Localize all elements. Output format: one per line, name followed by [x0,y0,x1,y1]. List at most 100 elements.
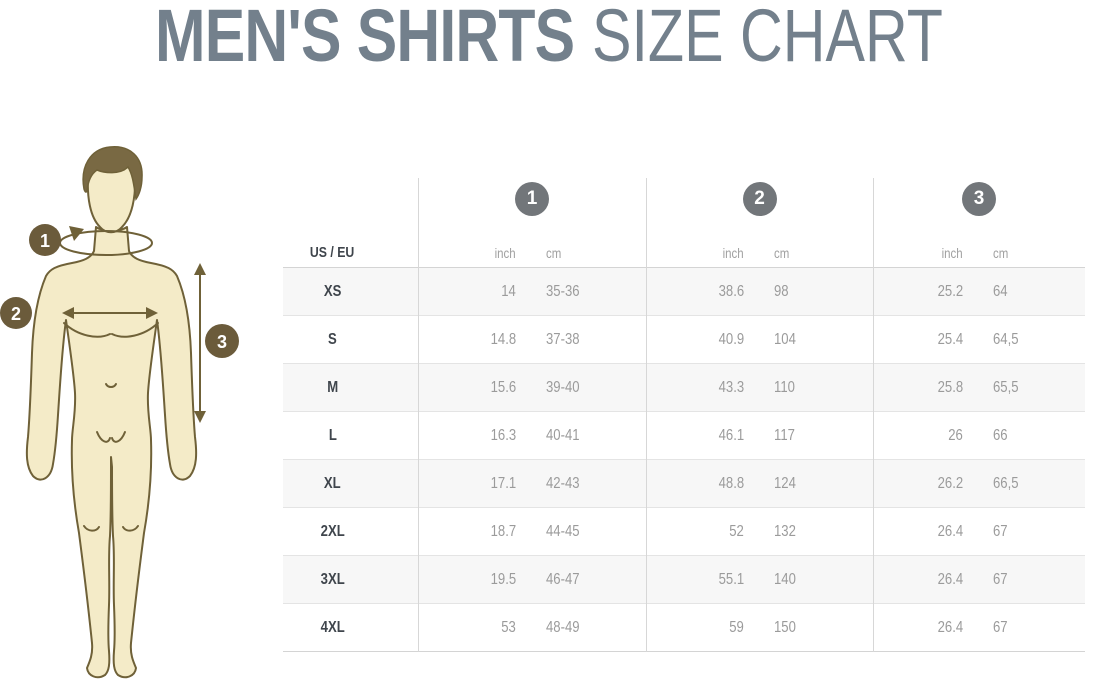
value-XS-inch-3: 25.2 [873,268,979,316]
measure-1-number: 1 [526,188,538,209]
value-4XL-cm-1: 48-49 [532,604,646,652]
value-2XL-cm-3: 67 [979,508,1085,556]
value-3XL-inch-2: 55.1 [646,556,760,604]
value-4XL-inch-2: 59 [646,604,760,652]
value-L-cm-1: 40-41 [532,412,646,460]
measure-group-3-header: 3 [873,178,1085,238]
group-3-inch-header: inch [873,238,979,268]
size-label-4XL: 4XL [283,604,418,652]
value-S-cm-1: 37-38 [532,316,646,364]
pelvis-lines [96,431,126,443]
value-M-inch-2: 43.3 [646,364,760,412]
value-2XL-cm-1: 44-45 [532,508,646,556]
value-M-cm-2: 110 [760,364,873,412]
size-label-S: S [283,316,418,364]
size-label-XS: XS [283,268,418,316]
value-XS-cm-2: 98 [760,268,873,316]
measure-3-badge: 3 [962,182,996,216]
value-S-inch-3: 25.4 [873,316,979,364]
value-L-inch-3: 26 [873,412,979,460]
value-2XL-inch-3: 26.4 [873,508,979,556]
marker-2-badge: 2 [0,297,32,329]
size-label-M: M [283,364,418,412]
table-divider-2 [646,178,647,652]
marker-1-label: 1 [40,231,50,251]
body-figure-svg: 1 2 3 [0,146,239,679]
value-M-inch-1: 15.6 [418,364,532,412]
measure-group-2-header: 2 [646,178,873,238]
size-label-2XL: 2XL [283,508,418,556]
size-table: 1 2 3 US / EU inch cm [283,178,1085,652]
value-2XL-cm-2: 132 [760,508,873,556]
title-secondary: SIZE CHART [592,0,944,77]
value-4XL-inch-1: 53 [418,604,532,652]
title-primary: MEN'S SHIRTS [155,0,575,77]
body-measurement-figure: 1 2 3 [0,137,280,680]
value-3XL-cm-3: 67 [979,556,1085,604]
value-4XL-cm-2: 150 [760,604,873,652]
table-divider-1 [418,178,419,652]
value-XS-inch-2: 38.6 [646,268,760,316]
value-XL-cm-2: 124 [760,460,873,508]
value-L-inch-2: 46.1 [646,412,760,460]
length-arrow-icon [194,263,206,423]
group-2-inch-header: inch [646,238,760,268]
measure-2-badge: 2 [742,182,777,216]
size-label-3XL: 3XL [283,556,418,604]
value-4XL-inch-3: 26.4 [873,604,979,652]
measure-group-1-header: 1 [418,178,646,238]
size-label-XL: XL [283,460,418,508]
value-XL-cm-3: 66,5 [979,460,1085,508]
value-S-inch-1: 14.8 [418,316,532,364]
hair [82,146,143,201]
measure-3-number: 3 [973,188,985,209]
value-L-cm-2: 117 [760,412,873,460]
value-M-inch-3: 25.8 [873,364,979,412]
value-3XL-cm-1: 46-47 [532,556,646,604]
value-3XL-inch-3: 26.4 [873,556,979,604]
value-4XL-cm-3: 67 [979,604,1085,652]
marker-3-label: 3 [217,332,227,352]
value-M-cm-1: 39-40 [532,364,646,412]
body-outline [25,226,198,679]
collar-arrow-icon [69,226,84,241]
table-divider-3 [873,178,874,652]
chest-arrow-icon [62,307,158,319]
value-XS-cm-1: 35-36 [532,268,646,316]
group-3-cm-header: cm [979,238,1085,268]
chest-lines [63,322,159,338]
value-XS-inch-1: 14 [418,268,532,316]
value-M-cm-3: 65,5 [979,364,1085,412]
group-2-cm-header: cm [760,238,873,268]
group-1-inch-header: inch [418,238,532,268]
value-3XL-cm-2: 140 [760,556,873,604]
value-3XL-inch-1: 19.5 [418,556,532,604]
value-XL-cm-1: 42-43 [532,460,646,508]
size-label-L: L [283,412,418,460]
size-table-grid: 1 2 3 US / EU inch cm [283,178,1085,652]
marker-1-badge: 1 [29,224,61,256]
value-S-cm-2: 104 [760,316,873,364]
value-2XL-inch-2: 52 [646,508,760,556]
value-XL-inch-1: 17.1 [418,460,532,508]
navel [105,383,117,388]
measure-1-badge: 1 [515,182,549,216]
knee-lines [83,525,139,532]
size-system-label: US / EU [310,244,355,261]
value-XS-cm-3: 64 [979,268,1085,316]
measure-2-number: 2 [754,188,765,209]
value-XL-inch-2: 48.8 [646,460,760,508]
group-1-cm-header: cm [532,238,646,268]
value-L-inch-1: 16.3 [418,412,532,460]
marker-3-badge: 3 [205,324,239,358]
value-S-cm-3: 64,5 [979,316,1085,364]
size-system-header: US / EU [283,238,418,268]
value-XL-inch-3: 26.2 [873,460,979,508]
corner-spacer [283,178,418,238]
value-L-cm-3: 66 [979,412,1085,460]
marker-2-label: 2 [11,304,21,324]
value-S-inch-2: 40.9 [646,316,760,364]
value-2XL-inch-1: 18.7 [418,508,532,556]
page-title: MEN'S SHIRTS SIZE CHART [0,0,1094,80]
